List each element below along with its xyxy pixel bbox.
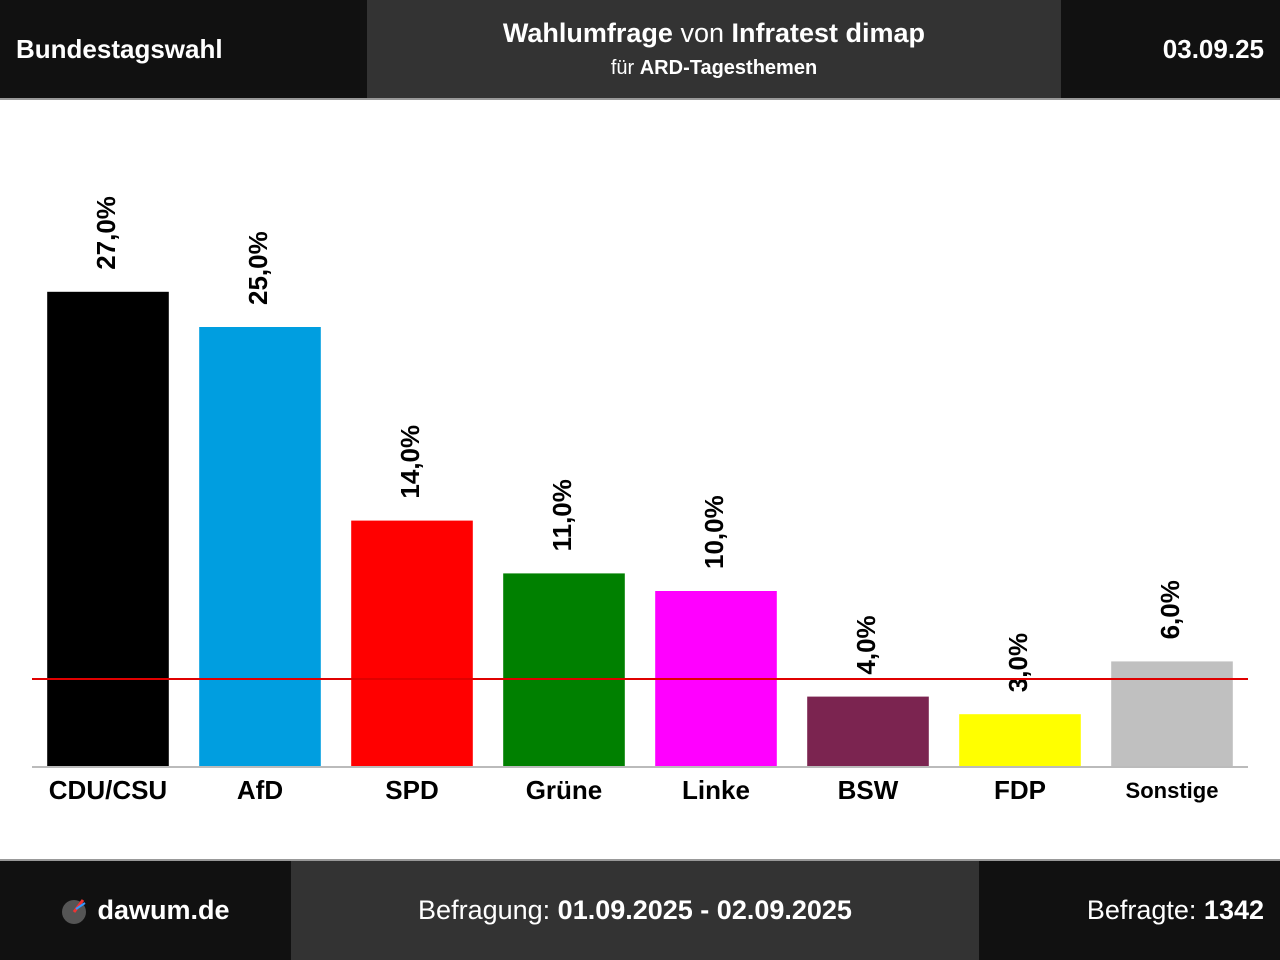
- period: 01.09.2025 - 02.09.2025: [557, 895, 852, 925]
- footer-center: Befragung: 01.09.2025 - 02.09.2025: [291, 861, 979, 960]
- value-label: 6,0%: [1155, 580, 1185, 639]
- title-part: Wahlumfrage: [502, 18, 673, 48]
- bar: [199, 327, 321, 767]
- bar: [47, 291, 169, 767]
- sample-label: Befragte:: [1086, 895, 1197, 925]
- bar: [351, 520, 473, 767]
- x-tick-label: CDU/CSU: [49, 775, 167, 805]
- brand: dawum.de: [97, 895, 230, 925]
- value-label: 14,0%: [395, 425, 425, 499]
- header-subtitle: für ARD-Tagesthemen: [611, 57, 817, 80]
- title-part: von: [680, 18, 724, 48]
- subtitle-part: für: [610, 57, 635, 79]
- bar: [503, 573, 625, 767]
- header-date: 03.09.25: [1162, 33, 1264, 64]
- header-title: Wahlumfrage von Infratest dimap: [503, 18, 925, 49]
- footer-rule: [0, 859, 1280, 861]
- footer-right: Befragte: 1342: [979, 861, 1280, 960]
- header-right: 03.09.25: [1061, 0, 1280, 98]
- title-part: Infratest dimap: [731, 18, 926, 48]
- period-label: Befragung:: [418, 895, 551, 925]
- bar: [807, 696, 929, 767]
- header-rule: [0, 98, 1280, 100]
- header-center: Wahlumfrage von Infratest dimap für ARD-…: [367, 0, 1061, 98]
- x-tick-label: FDP: [994, 775, 1046, 805]
- footer-left: dawum.de: [0, 861, 291, 960]
- header-left: Bundestagswahl: [0, 0, 367, 98]
- value-label: 27,0%: [91, 196, 121, 270]
- x-tick-label: AfD: [237, 775, 283, 805]
- brand-icon: [62, 898, 87, 924]
- value-label: 10,0%: [699, 495, 729, 569]
- x-tick-label: Sonstige: [1126, 778, 1219, 803]
- value-label: 4,0%: [851, 615, 881, 674]
- header-label: Bundestagswahl: [16, 33, 223, 64]
- value-label: 11,0%: [547, 479, 577, 551]
- subtitle-part: ARD-Tagesthemen: [639, 57, 818, 79]
- x-tick-label: BSW: [838, 775, 899, 805]
- bar: [959, 714, 1081, 767]
- x-tick-label: SPD: [385, 775, 438, 805]
- x-tick-label: Linke: [682, 775, 750, 805]
- chart: 27,0% CDU/CSU 25,0% AfD 14,0% SPD 11,0% Grüne 10…: [32, 196, 1248, 805]
- sample: 1342: [1203, 895, 1264, 925]
- x-tick-label: Grüne: [526, 775, 603, 805]
- value-label: 3,0%: [1003, 633, 1033, 692]
- bar: [1111, 661, 1233, 767]
- value-label: 25,0%: [243, 231, 273, 305]
